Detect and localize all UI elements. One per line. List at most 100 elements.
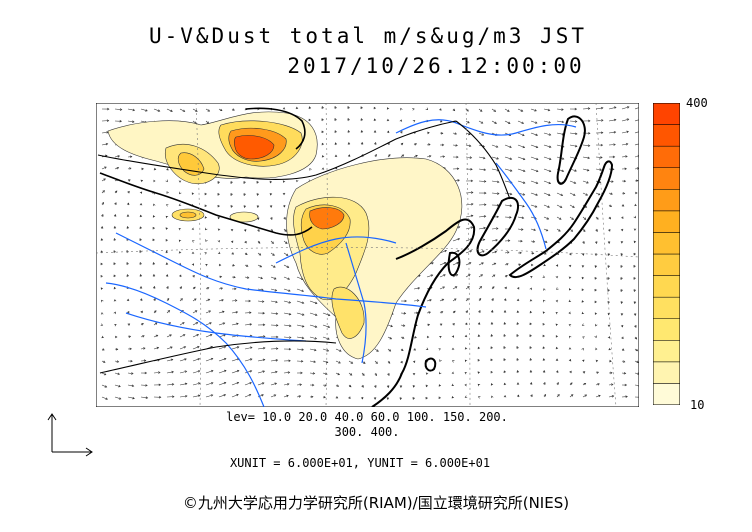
wind-arrow: [426, 274, 433, 278]
wind-arrow-head: [244, 240, 247, 244]
wind-arrow-head: [542, 369, 546, 373]
wind-arrow: [478, 168, 486, 171]
wind-arrow-head: [207, 298, 211, 302]
title-line-1: U-V&Dust total m/s&ug/m3 JST: [148, 24, 587, 48]
wind-arrow-head: [442, 286, 446, 289]
wind-arrow: [556, 216, 562, 220]
wind-arrow-head: [284, 229, 287, 232]
wind-arrow-head: [509, 157, 513, 160]
wind-arrow: [439, 298, 444, 302]
wind-arrow-head: [620, 265, 623, 268]
wind-arrow-head: [299, 383, 303, 386]
wind-arrow-head: [273, 265, 276, 268]
wind-arrow-head: [334, 154, 338, 158]
wind-arrow: [478, 215, 486, 218]
wind-arrow: [296, 300, 304, 304]
wind-arrow-head: [557, 394, 560, 397]
wind-arrow-head: [400, 142, 404, 146]
wind-arrow-head: [428, 311, 431, 314]
wind-arrow: [127, 108, 135, 111]
wind-arrow: [205, 334, 213, 338]
wind-arrow-head: [139, 238, 142, 241]
wind-arrow-head: [509, 216, 512, 219]
wind-arrow-head: [518, 263, 522, 266]
wind-arrow: [504, 251, 510, 254]
wind-arrow-head: [457, 226, 461, 229]
wind-arrow-head: [529, 299, 533, 302]
wind-arrow-head: [217, 251, 221, 254]
wind-arrow-head: [249, 358, 253, 361]
wind-arrow: [257, 382, 265, 386]
wind-arrow: [205, 370, 214, 374]
wind-arrow-head: [286, 394, 289, 398]
wind-arrow-head: [144, 371, 148, 375]
wind-arrow-head: [321, 106, 324, 109]
wind-arrow-head: [425, 372, 429, 375]
wind-arrow-head: [623, 371, 627, 375]
wind-arrow-head: [204, 252, 208, 255]
wind-arrow-head: [230, 240, 234, 244]
wind-arrow-head: [633, 252, 636, 256]
wind-arrow-head: [101, 202, 105, 205]
wind-arrow: [335, 372, 340, 375]
wind-arrow-head: [205, 239, 208, 242]
wind-arrow: [205, 394, 213, 398]
wind-arrow-head: [608, 229, 611, 232]
wind-arrow: [504, 144, 512, 148]
wind-arrow-head: [113, 213, 117, 217]
wind-arrow-head: [236, 369, 240, 373]
wind-arrow: [439, 286, 445, 290]
wind-arrow-head: [568, 287, 572, 291]
wind-arrow-head: [583, 229, 586, 232]
wind-arrow: [530, 108, 537, 112]
wind-arrow-head: [145, 109, 148, 112]
wind-arrow-head: [100, 262, 103, 266]
wind-arrow: [530, 240, 535, 243]
wind-arrow-head: [638, 384, 639, 387]
wind-arrow-head: [623, 179, 627, 183]
wind-arrow: [296, 384, 302, 386]
wind-arrow-head: [314, 301, 318, 305]
wind-arrow-head: [561, 169, 565, 173]
wind-arrow-head: [282, 204, 286, 208]
wind-arrow-head: [262, 323, 266, 327]
wind-arrow-head: [633, 289, 636, 293]
wind-arrow-head: [520, 109, 524, 112]
wind-arrow-head: [131, 372, 134, 375]
wind-arrow-head: [387, 373, 390, 376]
wind-arrow: [478, 227, 486, 230]
wind-arrow: [231, 394, 239, 398]
wind-arrow: [556, 204, 563, 208]
colorbar-step: [653, 383, 680, 405]
wind-arrow-head: [558, 229, 561, 232]
wind-arrow: [569, 132, 578, 135]
wind-arrow: [530, 120, 538, 124]
wind-arrow-head: [132, 396, 135, 400]
wind-arrow-head: [490, 321, 494, 325]
wind-arrow-head: [204, 192, 207, 196]
wind-arrow: [257, 347, 266, 350]
wind-arrow-head: [387, 361, 391, 364]
colorbar-step: [653, 145, 680, 168]
wind-arrow-head: [301, 313, 305, 316]
wind-arrow-head: [337, 372, 340, 376]
wind-arrow: [114, 372, 120, 375]
wind-arrow-head: [205, 263, 208, 267]
wind-arrow-head: [492, 286, 495, 289]
wind-arrow-head: [506, 263, 509, 266]
wind-arrow-head: [245, 264, 249, 267]
wind-arrow-head: [581, 323, 585, 326]
wind-arrow-head: [191, 251, 195, 255]
wind-arrow-head: [360, 106, 363, 109]
wind-arrow-head: [100, 238, 104, 241]
wind-arrow-head: [610, 371, 613, 375]
wind-arrow-head: [235, 310, 239, 314]
wind-arrow-head: [609, 359, 612, 363]
wind-arrow-head: [412, 120, 416, 123]
rivers: [105, 119, 577, 407]
wind-arrow-head: [561, 120, 565, 124]
wind-arrow-head: [544, 240, 548, 243]
wind-arrow: [621, 143, 628, 146]
wind-arrow-head: [607, 324, 611, 328]
wind-arrow-head: [197, 370, 201, 373]
